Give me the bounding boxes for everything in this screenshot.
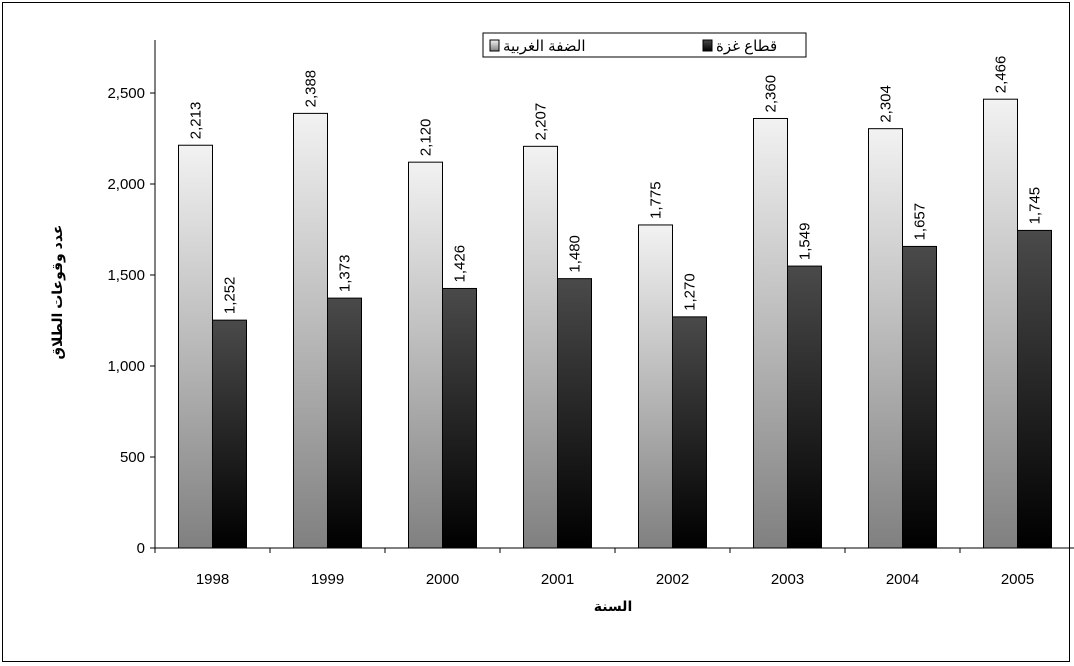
bar-gaza-1998 [212, 319, 247, 549]
data-labels-group: 2,213 1,252 2,388 1,373 2,120 1,426 2,207 1,480… [188, 56, 1044, 314]
data-label-westbank-1999: 2,388 [303, 70, 320, 108]
bar-gaza-2003 [787, 265, 822, 549]
data-label-gaza-2000: 1,426 [452, 245, 469, 283]
legend-label-gaza: قطاع غزة [716, 38, 777, 55]
data-label-westbank-2002: 1,775 [648, 181, 665, 219]
legend-swatch-gaza [702, 39, 713, 52]
x-tick-label: 1998 [196, 571, 229, 588]
bar-gaza-2000 [442, 287, 477, 549]
bar-westbank-2001 [523, 145, 558, 549]
bar-westbank-2003 [753, 117, 788, 549]
bar-westbank-2005 [983, 98, 1018, 549]
bars-group [178, 98, 1052, 549]
y-tick-label: 1,500 [107, 267, 145, 284]
x-tick-label: 2001 [541, 571, 574, 588]
legend-label-westbank: الضفة الغربية [503, 38, 586, 55]
bar-gaza-2005 [1017, 229, 1052, 549]
legend: قطاع غزة الضفة الغربية [482, 32, 807, 58]
y-axis-title: عدد وقوعات الطلاق [49, 225, 66, 360]
bar-westbank-2002 [638, 224, 673, 549]
bar-westbank-1999 [293, 112, 328, 549]
data-label-gaza-2005: 1,745 [1027, 187, 1044, 225]
bar-westbank-1998 [178, 144, 213, 549]
bar-gaza-2002 [672, 316, 707, 549]
data-label-westbank-2001: 2,207 [533, 103, 550, 141]
data-label-gaza-1998: 1,252 [222, 277, 239, 315]
data-label-westbank-2003: 2,360 [763, 75, 780, 113]
x-tick-label: 2004 [886, 571, 919, 588]
x-tick-label: 1999 [311, 571, 344, 588]
bar-westbank-2004 [868, 128, 903, 549]
data-label-westbank-2004: 2,304 [878, 85, 895, 123]
y-ticks-group: 0 500 1,000 1,500 2,000 2,500 [107, 85, 155, 557]
data-label-gaza-2002: 1,270 [682, 273, 699, 311]
data-label-gaza-2003: 1,549 [797, 223, 814, 261]
data-label-westbank-2005: 2,466 [993, 56, 1010, 94]
data-label-gaza-1999: 1,373 [337, 255, 354, 293]
y-tick-label: 1,000 [107, 358, 145, 375]
x-tick-label: 2000 [426, 571, 459, 588]
data-label-westbank-2000: 2,120 [418, 119, 435, 157]
y-tick-label: 2,000 [107, 176, 145, 193]
x-tick-label: 2003 [771, 571, 804, 588]
y-tick-label: 0 [137, 540, 145, 557]
data-label-gaza-2004: 1,657 [912, 203, 929, 241]
bar-gaza-2004 [902, 245, 937, 549]
x-tick-label: 2002 [656, 571, 689, 588]
bar-gaza-2001 [557, 278, 592, 549]
y-tick-label: 2,500 [107, 85, 145, 102]
data-label-westbank-1998: 2,213 [188, 102, 205, 140]
y-tick-label: 500 [120, 449, 145, 466]
bar-gaza-1999 [327, 297, 362, 549]
data-label-gaza-2001: 1,480 [567, 235, 584, 273]
bar-westbank-2000 [408, 161, 443, 549]
legend-swatch-westbank [489, 39, 500, 52]
x-axis-title: السنة [594, 598, 633, 614]
legend-box [482, 32, 807, 58]
x-ticks-group: 1998 1999 2000 2001 2002 2003 2004 2005 [154, 548, 1034, 588]
x-tick-label: 2005 [1001, 571, 1034, 588]
